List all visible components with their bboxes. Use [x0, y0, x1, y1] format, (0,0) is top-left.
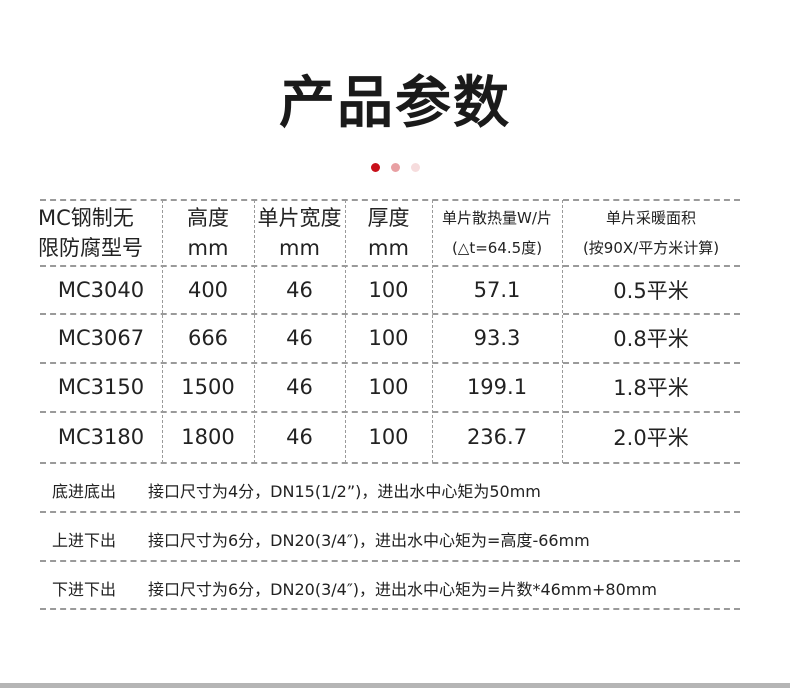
divider: [40, 265, 740, 267]
column-divider: [162, 200, 163, 463]
header-model: MC钢制无 限防腐型号: [38, 202, 162, 264]
cell-model: MC3150: [57, 375, 145, 399]
header-line: 单片采暖面积: [605, 209, 696, 227]
cell-height: 1800: [181, 425, 235, 449]
divider: [40, 462, 740, 464]
note-row: 上进下出 接口尺寸为6分，DN20(3/4″)，进出水中心矩为=高度-66mm: [52, 527, 590, 551]
cell-height: 400: [187, 277, 229, 302]
cell-width: 46: [286, 326, 313, 350]
column-divider: [345, 200, 346, 463]
header-height: 高度 mm: [162, 202, 254, 264]
header-line: 厚度: [367, 206, 410, 230]
header-line: 限防腐型号: [38, 236, 143, 260]
note-label: 底进底出: [52, 482, 117, 501]
column-divider: [432, 200, 433, 463]
header-heat-output: 单片散热量W/片 (△t=64.5度): [432, 202, 562, 264]
cell-heating-area: 2.0平米: [613, 426, 689, 450]
decor-dot-3: [411, 163, 420, 172]
cell-heating-area: 0.8平米: [613, 327, 689, 351]
note-row: 下进下出 接口尺寸为6分，DN20(3/4″)，进出水中心矩为=片数*46mm+8…: [52, 576, 657, 600]
divider: [40, 411, 740, 413]
cell-height: 666: [187, 326, 229, 350]
header-line: MC钢制无: [38, 206, 134, 230]
cell-width: 46: [286, 375, 313, 399]
cell-height: 1500: [181, 375, 235, 399]
header-line: 单片宽度: [257, 206, 342, 230]
divider: [40, 313, 740, 315]
note-text: 接口尺寸为6分，DN20(3/4″)，进出水中心矩为=高度-66mm: [148, 531, 590, 550]
cell-heat-output: 199.1: [466, 375, 528, 399]
note-text: 接口尺寸为6分，DN20(3/4″)，进出水中心矩为=片数*46mm+80mm: [148, 580, 657, 599]
header-line: mm: [279, 236, 320, 260]
divider: [40, 199, 740, 201]
column-divider: [254, 200, 255, 463]
header-line: mm: [187, 236, 229, 260]
bottom-bar: [0, 683, 790, 688]
cell-thickness: 100: [368, 277, 409, 302]
cell-model: MC3040: [57, 277, 145, 302]
note-row: 底进底出 接口尺寸为4分，DN15(1/2”)，进出水中心矩为50mm: [52, 478, 541, 502]
header-line: (△t=64.5度): [451, 239, 543, 257]
cell-model: MC3180: [57, 425, 145, 449]
cell-thickness: 100: [368, 326, 409, 350]
cell-model: MC3067: [57, 326, 145, 350]
cell-heat-output: 57.1: [473, 277, 521, 302]
header-heating-area: 单片采暖面积 (按90X/平方米计算): [562, 202, 740, 264]
header-width: 单片宽度 mm: [254, 202, 345, 264]
cell-thickness: 100: [368, 375, 409, 399]
cell-heat-output: 93.3: [473, 326, 521, 350]
note-text: 接口尺寸为4分，DN15(1/2”)，进出水中心矩为50mm: [148, 482, 541, 501]
decor-dot-1: [371, 163, 380, 172]
cell-heating-area: 0.5平米: [613, 278, 689, 303]
header-line: mm: [368, 236, 409, 260]
cell-width: 46: [286, 277, 313, 302]
divider: [40, 560, 740, 562]
divider: [40, 608, 740, 610]
page-title: 产品参数: [279, 71, 511, 136]
header-line: (按90X/平方米计算): [582, 239, 720, 257]
decor-dot-2: [391, 163, 400, 172]
cell-width: 46: [286, 425, 313, 449]
header-line: 高度: [187, 206, 229, 230]
note-label: 上进下出: [52, 531, 117, 550]
cell-heating-area: 1.8平米: [613, 376, 689, 400]
note-label: 下进下出: [52, 580, 117, 599]
divider: [40, 511, 740, 513]
cell-heat-output: 236.7: [466, 425, 528, 449]
column-divider: [562, 200, 563, 463]
divider: [40, 362, 740, 364]
header-thickness: 厚度 mm: [345, 202, 432, 264]
cell-thickness: 100: [368, 425, 409, 449]
header-line: 单片散热量W/片: [442, 209, 552, 227]
